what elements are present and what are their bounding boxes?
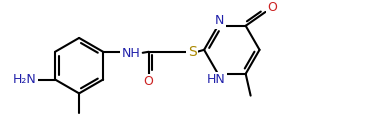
Text: HN: HN xyxy=(207,73,225,86)
Text: S: S xyxy=(188,45,196,59)
Text: O: O xyxy=(144,75,153,88)
Text: O: O xyxy=(267,1,277,15)
Text: H₂N: H₂N xyxy=(12,73,36,86)
Text: N: N xyxy=(215,14,225,27)
Text: NH: NH xyxy=(121,47,140,60)
